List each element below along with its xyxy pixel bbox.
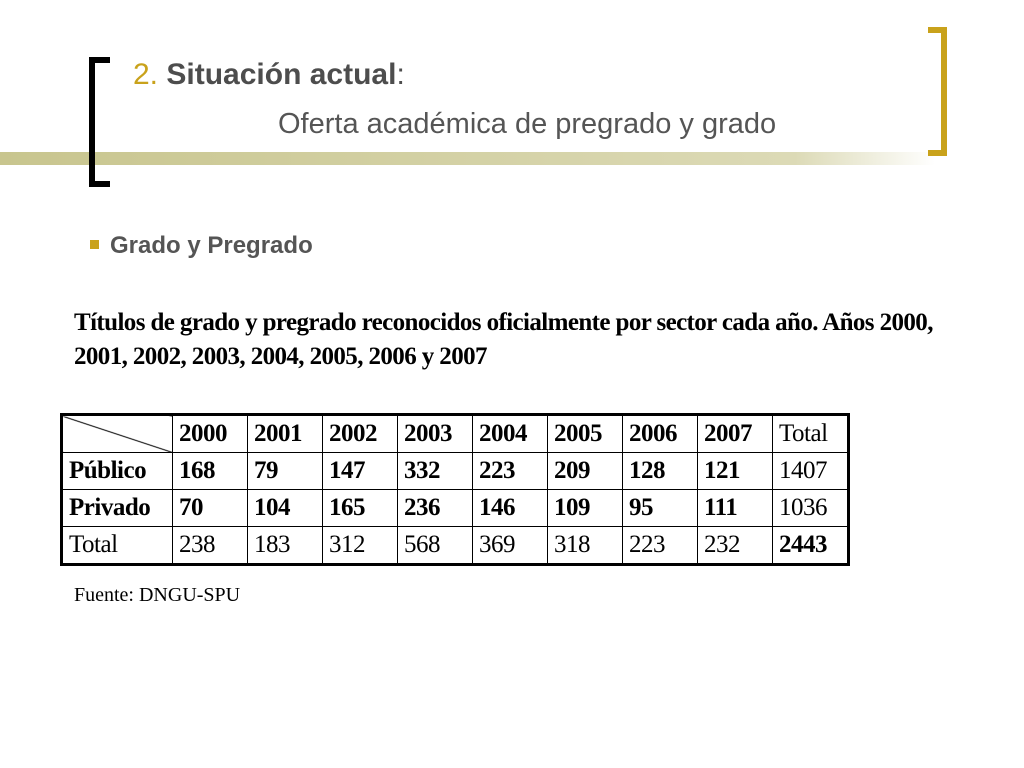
cell: 121 xyxy=(697,452,773,490)
cell: 70 xyxy=(172,489,248,527)
title-number: 2. xyxy=(133,58,159,91)
column-header: 2003 xyxy=(397,414,473,453)
cell: 369 xyxy=(472,526,548,565)
column-header: 2000 xyxy=(172,414,248,453)
column-header: 2004 xyxy=(472,414,548,453)
subtitle: Oferta académica de pregrado y grado xyxy=(278,108,777,140)
row-label: Privado xyxy=(61,489,173,527)
row-label: Total xyxy=(61,526,173,565)
cell: 209 xyxy=(547,452,623,490)
cell: 1036 xyxy=(772,489,849,527)
title-text: Situación actual xyxy=(166,58,397,91)
header-band xyxy=(0,152,935,165)
cell: 165 xyxy=(322,489,398,527)
title-colon: : xyxy=(396,58,405,91)
bullet-text: Grado y Pregrado xyxy=(110,232,313,259)
cell: 232 xyxy=(697,526,773,565)
bullet-marker xyxy=(90,240,99,249)
cell: 318 xyxy=(547,526,623,565)
bullet: Grado y Pregrado xyxy=(90,232,313,260)
title: 2. Situación actual: xyxy=(133,58,405,92)
cell: 111 xyxy=(697,489,773,527)
cell: 79 xyxy=(247,452,323,490)
cell: 146 xyxy=(472,489,548,527)
left-bracket xyxy=(89,57,110,187)
cell: 104 xyxy=(247,489,323,527)
cell: 183 xyxy=(247,526,323,565)
table-row: Privado 70 104 165 236 146 109 95 111 1036 xyxy=(61,489,849,527)
cell: 223 xyxy=(622,526,698,565)
cell: 168 xyxy=(172,452,248,490)
column-header: 2006 xyxy=(622,414,698,453)
row-label: Público xyxy=(61,452,173,490)
table-row: Total 238 183 312 568 369 318 223 232 2443 xyxy=(61,526,849,565)
cell: 128 xyxy=(622,452,698,490)
cell: 312 xyxy=(322,526,398,565)
corner-cell xyxy=(61,414,173,453)
cell: 236 xyxy=(397,489,473,527)
cell: 223 xyxy=(472,452,548,490)
cell: 147 xyxy=(322,452,398,490)
cell: 332 xyxy=(397,452,473,490)
header-row: 2000 2001 2002 2003 2004 2005 2006 2007 Total xyxy=(61,414,849,453)
cell: 238 xyxy=(172,526,248,565)
cell: 568 xyxy=(397,526,473,565)
data-table: 2000 2001 2002 2003 2004 2005 2006 2007 Total Púb… xyxy=(60,413,850,566)
column-header: 2002 xyxy=(322,414,398,453)
column-header: Total xyxy=(772,414,849,453)
cell: 95 xyxy=(622,489,698,527)
table-caption: Títulos de grado y pregrado reconocidos … xyxy=(74,309,933,370)
cell: 1407 xyxy=(772,452,849,490)
cell: 2443 xyxy=(772,526,849,565)
source: Fuente: DNGU-SPU xyxy=(74,584,241,606)
column-header: 2007 xyxy=(697,414,773,453)
cell: 109 xyxy=(547,489,623,527)
right-bracket xyxy=(928,27,947,156)
decoration xyxy=(0,27,947,187)
table-row: Público 168 79 147 332 223 209 128 121 1407 xyxy=(61,452,849,490)
column-header: 2005 xyxy=(547,414,623,453)
column-header: 2001 xyxy=(247,414,323,453)
